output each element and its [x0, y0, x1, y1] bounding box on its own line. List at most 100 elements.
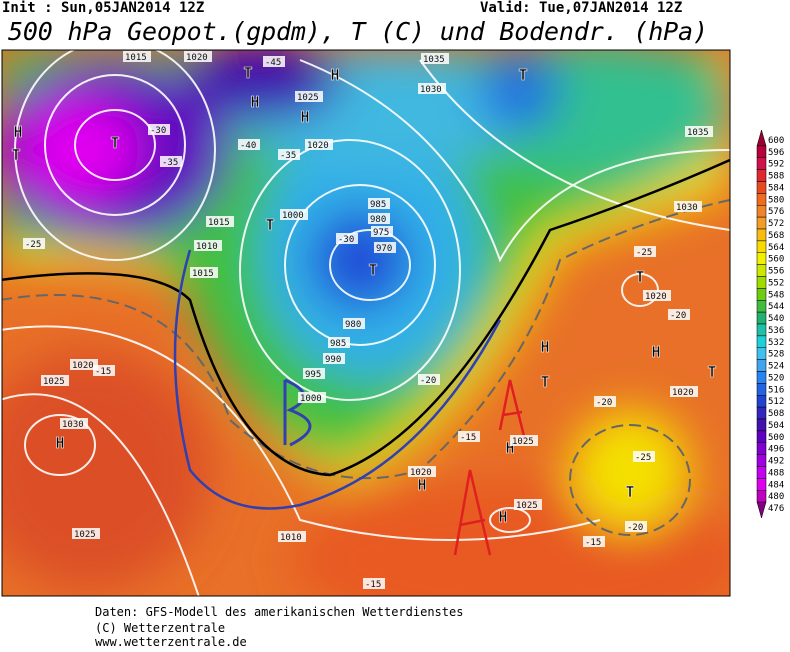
colorbar-label: 480 [768, 492, 784, 502]
colorbar-cap [756, 501, 767, 519]
isoline-label: 1025 [43, 377, 65, 387]
map-title: 500 hPa Geopot.(gpdm), T (C) und Bodendr… [8, 17, 708, 46]
colorbar-label: 492 [768, 457, 784, 467]
colorbar-label: 504 [768, 421, 784, 431]
valid-time: Valid: Tue,07JAN2014 12Z [480, 0, 682, 16]
colorbar-label: 524 [768, 362, 784, 372]
pressure-center: H [651, 343, 660, 361]
isoline-label: 1020 [186, 53, 208, 63]
isoline-label: -15 [585, 538, 601, 548]
colorbar-label: 532 [768, 338, 784, 348]
label-box [148, 124, 170, 135]
pressure-center: H [417, 476, 426, 494]
footer-line: www.wetterzentrale.de [95, 635, 247, 648]
isoline-label: -25 [636, 248, 652, 258]
isoline-label: 1020 [672, 388, 694, 398]
colorbar-label: 500 [768, 433, 784, 443]
pressure-center: H [505, 439, 514, 457]
isoline-label: -15 [460, 433, 476, 443]
colorbar-bin [756, 418, 767, 432]
colorbar-bin [756, 395, 767, 408]
label-box [514, 499, 542, 510]
colorbar-label: 564 [768, 243, 784, 253]
pressure-center: H [250, 93, 259, 111]
label-box [371, 226, 393, 237]
colorbar-bin [756, 311, 767, 325]
label-box [323, 353, 345, 364]
colorbar-bin [756, 430, 767, 443]
label-box [93, 365, 115, 376]
colorbar-label: 520 [768, 373, 784, 383]
colorbar-bin [756, 193, 767, 206]
isoline-label: 1015 [125, 53, 147, 63]
isoline-label: -20 [596, 398, 612, 408]
isoline-label: -15 [365, 580, 381, 590]
label-box [668, 309, 690, 320]
colorbar-label: 580 [768, 195, 784, 205]
colorbar-bin [756, 264, 767, 277]
label-box [263, 56, 285, 67]
colorbar-cap [756, 129, 767, 147]
label-box [510, 435, 538, 446]
colorbar-bin [756, 383, 767, 396]
isoline-label: 1025 [297, 93, 319, 103]
colorbar-label: 484 [768, 480, 784, 490]
label-box [670, 386, 698, 397]
isoline-label: -20 [627, 523, 643, 533]
label-box [643, 290, 671, 301]
isoline-label: 1030 [676, 203, 698, 213]
isoline-label: -25 [25, 240, 41, 250]
label-box [184, 51, 212, 62]
isoline-label: 1025 [512, 437, 534, 447]
pressure-center: H [13, 123, 22, 141]
colorbar-label: 576 [768, 207, 784, 217]
label-box [363, 578, 385, 589]
label-box [278, 149, 300, 160]
pressure-center: H [330, 66, 339, 84]
map-frame [1, 49, 731, 597]
label-box [305, 139, 333, 150]
colorbar-label: 488 [768, 468, 784, 478]
pressure-center: H [498, 508, 507, 526]
pressure-center: H [55, 434, 64, 452]
map-field [2, 50, 730, 596]
label-box [458, 431, 480, 442]
pressure-center: T [243, 64, 252, 82]
isoline-label: 975 [373, 228, 389, 238]
colorbar-bin [756, 288, 767, 301]
colorbar-bin [756, 145, 767, 158]
colorbar-label: 572 [768, 219, 784, 229]
colorbar-bin [756, 205, 767, 218]
colorbar-label: 584 [768, 183, 784, 193]
colorbar-bin [756, 335, 767, 348]
colorbar-label: 528 [768, 350, 784, 360]
label-box [625, 521, 647, 532]
isoline-label: -20 [670, 311, 686, 321]
pressure-center: T [110, 134, 119, 152]
colorbar-bin [756, 300, 767, 313]
isoline-label: -45 [265, 58, 281, 68]
colorbar-bin [756, 240, 767, 253]
colorbar-bin [756, 454, 767, 467]
label-box [368, 213, 390, 224]
label-box [190, 267, 218, 278]
isoline-label: 1030 [420, 85, 442, 95]
label-box [280, 209, 308, 220]
colorbar-bin [756, 228, 767, 242]
isoline-label: 1010 [280, 533, 302, 543]
isoline-label: 1000 [300, 394, 322, 404]
label-box [238, 139, 260, 150]
isoline-label: 1035 [687, 128, 709, 138]
label-box [41, 375, 69, 386]
label-box [336, 233, 358, 244]
colorbar-label: 560 [768, 255, 784, 265]
colorbar-bin [756, 276, 767, 289]
label-box [70, 359, 98, 370]
colorbar-bin [756, 406, 767, 420]
isoline-label: 970 [376, 244, 392, 254]
isoline-label: 990 [325, 355, 341, 365]
colorbar-label: 600 [768, 136, 784, 146]
colorbar-label: 592 [768, 160, 784, 170]
isoline-label: -20 [420, 376, 436, 386]
isoline-label: 995 [305, 370, 321, 380]
